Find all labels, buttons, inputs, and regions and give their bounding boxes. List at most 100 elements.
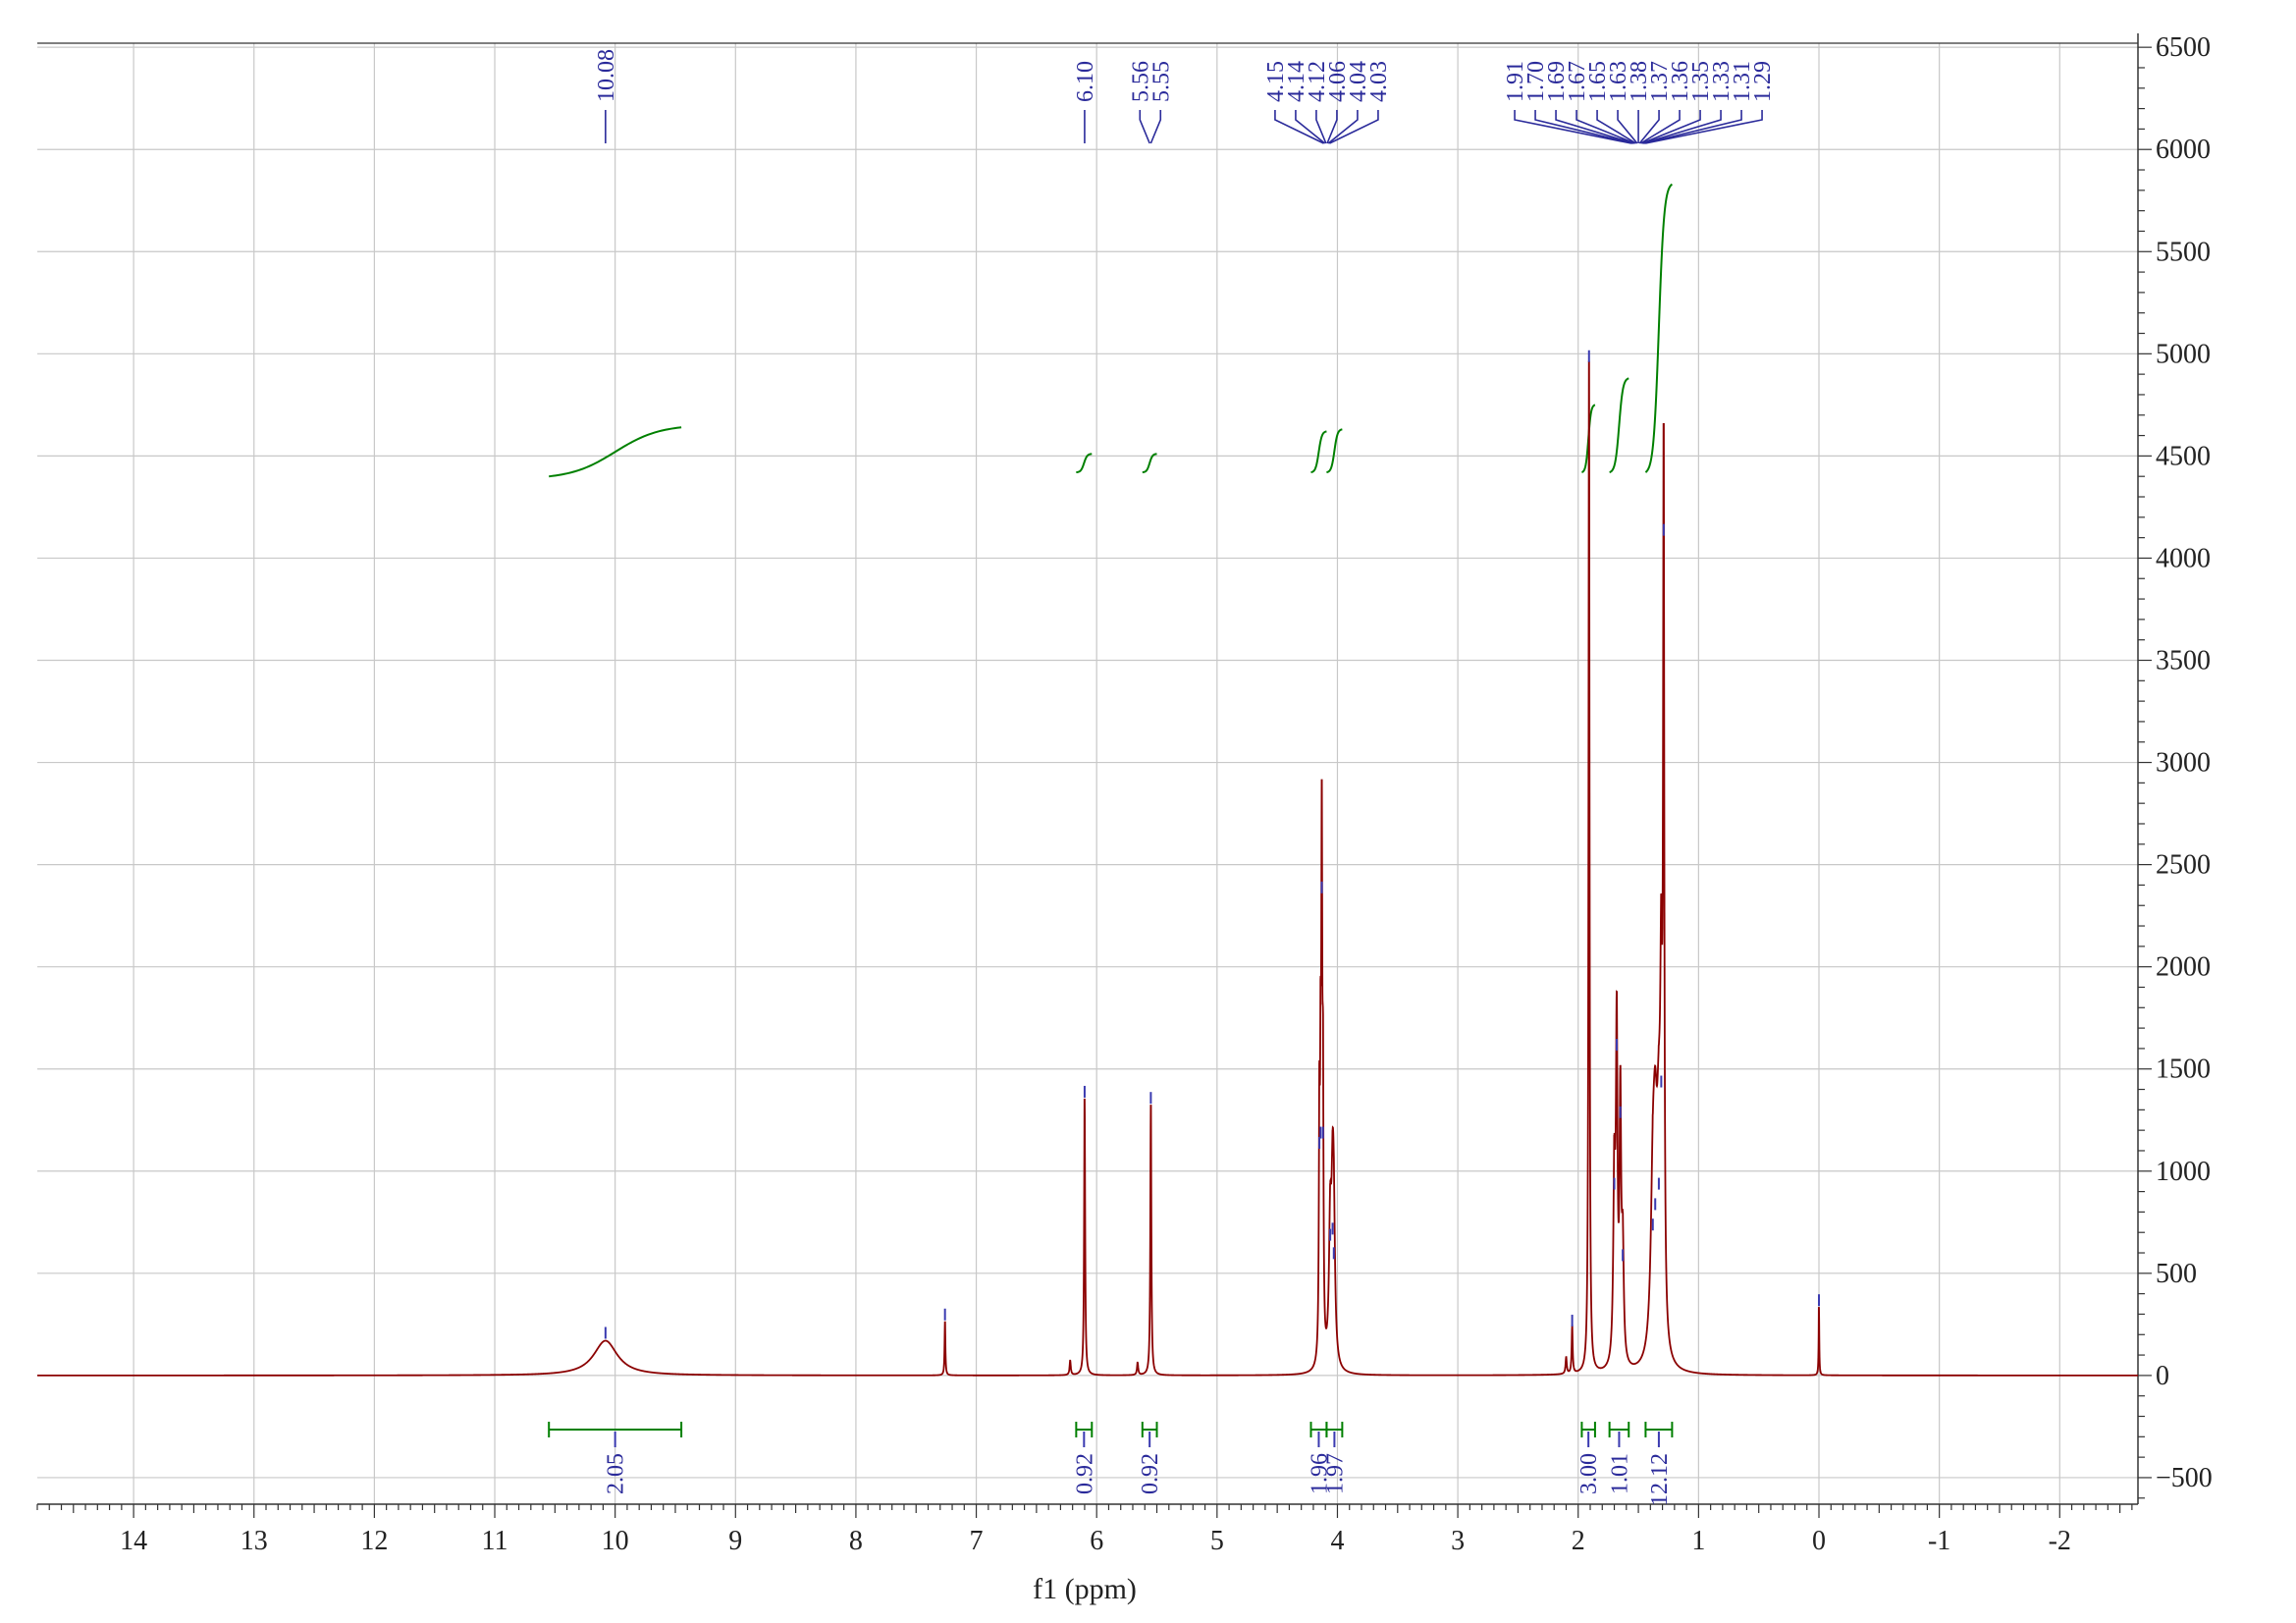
integral-value: 1.96 <box>1307 1453 1332 1494</box>
integral-value: 0.92 <box>1072 1453 1097 1494</box>
integral-curves <box>549 183 1674 478</box>
peak-label: 10.08 <box>594 49 619 102</box>
integral-value: 0.92 <box>1138 1453 1163 1494</box>
y-axis: 6500600055005000450040003500300025002000… <box>2138 32 2213 1499</box>
peak-leader-line <box>1274 110 1324 144</box>
x-tick-label: 4 <box>1330 1526 1344 1556</box>
integral-curve <box>549 426 682 478</box>
peak-label: 4.04 <box>1346 61 1371 102</box>
peak-leader-line <box>1149 110 1162 144</box>
peak-leader-line <box>1326 110 1338 144</box>
peak-label: 1.38 <box>1627 61 1652 102</box>
x-tick-label: 7 <box>970 1526 984 1556</box>
peak-leader-line <box>1640 110 1681 144</box>
y-tick-label: 6000 <box>2156 135 2211 165</box>
peak-label: 4.03 <box>1366 61 1392 102</box>
plot-frame <box>37 33 2139 1505</box>
peak-label: 5.55 <box>1148 61 1174 102</box>
peak-label: 1.31 <box>1730 61 1755 102</box>
x-tick-label: 14 <box>120 1526 147 1556</box>
x-tick-label: 13 <box>240 1526 268 1556</box>
peak-leader-line <box>1575 110 1635 144</box>
peak-label: 1.67 <box>1565 61 1590 102</box>
integral-value: 12.12 <box>1647 1453 1673 1506</box>
y-tick-label: 2500 <box>2156 850 2211 881</box>
peak-leader-line <box>1514 110 1632 144</box>
integral-curve <box>1142 453 1157 474</box>
integral-curve <box>1326 428 1343 474</box>
y-tick-label: 5500 <box>2156 237 2211 267</box>
x-tick-label: 8 <box>849 1526 863 1556</box>
integral-value: 1.01 <box>1607 1453 1632 1494</box>
integral-value: 1.97 <box>1322 1453 1348 1494</box>
integral-curve <box>1076 453 1093 474</box>
y-tick-label: 5000 <box>2156 339 2211 369</box>
peak-labels: 10.08 6.10 5.565.55 4.154.144.124.064.044.0… <box>594 49 1776 144</box>
y-tick-label: 3500 <box>2156 645 2211 676</box>
integral-curve <box>1310 430 1327 474</box>
peak-leader-line <box>1139 110 1150 144</box>
x-tick-label: 1 <box>1691 1526 1705 1556</box>
peak-label: 5.56 <box>1128 61 1153 102</box>
peak-leader-line <box>1329 110 1379 144</box>
peak-leader-line <box>1315 110 1327 144</box>
peak-leader-line <box>1534 110 1633 144</box>
x-tick-label: 9 <box>728 1526 742 1556</box>
x-tick-label: 10 <box>602 1526 629 1556</box>
peak-leader-line <box>1638 110 1660 144</box>
y-tick-label: 4000 <box>2156 543 2211 573</box>
peak-label: 4.12 <box>1305 61 1330 102</box>
peak-leader-line <box>1295 110 1326 144</box>
peak-label: 1.63 <box>1606 61 1631 102</box>
x-tick-label: 2 <box>1572 1526 1585 1556</box>
x-axis-title: f1 (ppm) <box>1033 1573 1137 1605</box>
peak-leader-line <box>1642 110 1722 144</box>
peak-label: 1.35 <box>1688 61 1714 102</box>
peak-leader-line <box>1645 110 1763 144</box>
peak-label: 1.65 <box>1585 61 1611 102</box>
x-tick-label: 3 <box>1451 1526 1465 1556</box>
integral-curve <box>1609 377 1629 473</box>
peak-label: 4.06 <box>1325 61 1351 102</box>
peak-label: 1.29 <box>1750 61 1776 102</box>
spectrum-trace <box>37 350 2138 1377</box>
peak-leader-line <box>1617 110 1638 144</box>
x-tick-label: 11 <box>482 1526 508 1556</box>
x-tick-label: 0 <box>1812 1526 1826 1556</box>
peak-label: 1.33 <box>1709 61 1735 102</box>
x-tick-label: 12 <box>360 1526 388 1556</box>
y-tick-label: 2000 <box>2156 952 2211 983</box>
integral-value: 3.00 <box>1576 1453 1602 1494</box>
peak-label: 4.14 <box>1284 61 1309 102</box>
y-tick-label: 1000 <box>2156 1157 2211 1187</box>
integral-value: 2.05 <box>604 1453 629 1494</box>
y-tick-label: 6500 <box>2156 32 2211 63</box>
peak-label: 1.69 <box>1544 61 1570 102</box>
peak-leader-line <box>1555 110 1634 144</box>
x-tick-label: 5 <box>1210 1526 1224 1556</box>
x-axis: 14 13 12 11 10 9 8 7 6 5 4 3 2 1 0 -1 -2 <box>36 1504 2133 1556</box>
peak-label: 1.70 <box>1523 61 1549 102</box>
peak-leader-line <box>1596 110 1637 144</box>
integral-brackets: 2.05 0.92 0.92 1.961.97 3.00 1.01 12.12 <box>548 1422 1674 1506</box>
peak-label: 1.36 <box>1668 61 1693 102</box>
x-tick-label: -2 <box>2049 1526 2071 1556</box>
x-tick-label: -1 <box>1928 1526 1950 1556</box>
spectrum-line <box>37 360 2138 1377</box>
peak-label: 1.91 <box>1503 61 1528 102</box>
y-tick-label: 4500 <box>2156 441 2211 471</box>
peak-leader-line <box>1327 110 1359 144</box>
peak-leader-line <box>1641 110 1701 144</box>
y-tick-label: 0 <box>2156 1361 2169 1391</box>
peak-label: 6.10 <box>1073 61 1098 102</box>
grid-lines <box>37 43 2138 1504</box>
y-tick-label: 500 <box>2156 1259 2197 1289</box>
integral-curve <box>1644 183 1674 473</box>
peak-label: 4.15 <box>1263 61 1289 102</box>
peak-label: 1.37 <box>1647 61 1673 102</box>
y-tick-label: 3000 <box>2156 748 2211 779</box>
peak-leader-line <box>1643 110 1742 144</box>
y-tick-label: −500 <box>2156 1463 2213 1493</box>
y-tick-label: 1500 <box>2156 1055 2211 1085</box>
